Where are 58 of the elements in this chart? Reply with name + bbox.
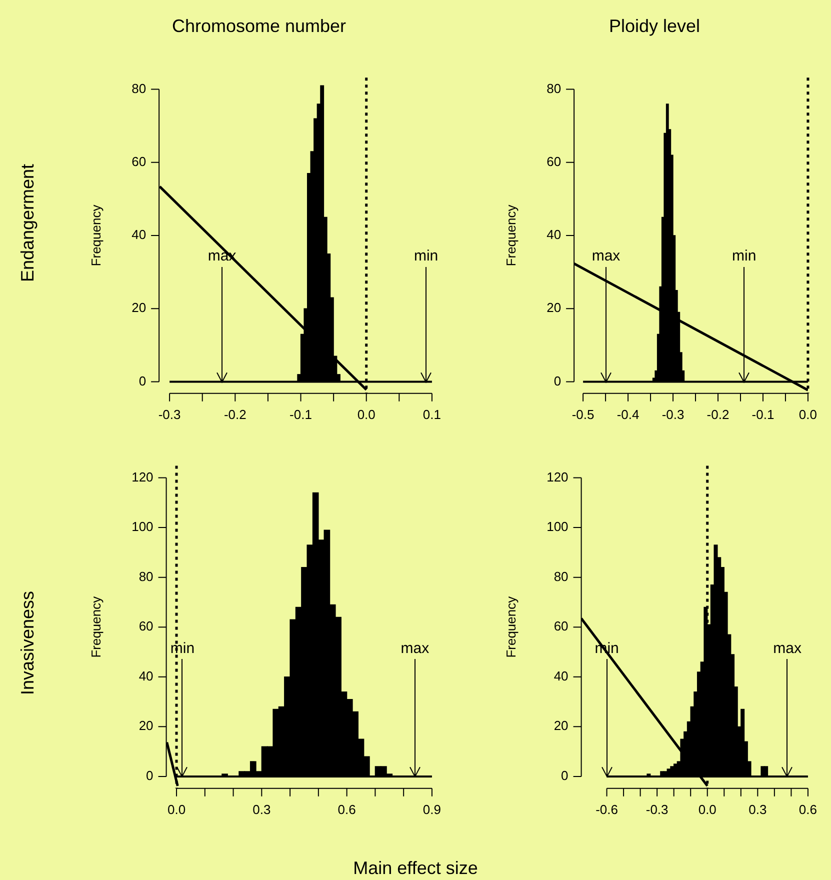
y-tick-label: 60 [138, 618, 154, 634]
y-axis-title: Frequency [88, 204, 104, 266]
ref-line-label: min [414, 248, 438, 265]
y-tick-label: 20 [554, 718, 568, 734]
y-tick-label: 80 [132, 80, 146, 96]
x-tick-label: -0.6 [596, 802, 618, 817]
y-tick-label: 40 [138, 668, 154, 684]
y-tick-label: 80 [138, 568, 154, 584]
x-tick-label: 0.0 [357, 406, 376, 422]
y-tick-label: 20 [138, 718, 154, 734]
y-tick-label: 20 [546, 300, 562, 316]
x-tick-label: -0.5 [572, 406, 594, 422]
y-tick-label: 40 [554, 668, 568, 684]
x-tick-label: 0.1 [422, 406, 442, 422]
ref-line-label: min [732, 248, 756, 265]
text: Endangerment [18, 163, 38, 282]
ref-line-label: max [773, 640, 802, 657]
y-tick-label: 0 [561, 768, 568, 784]
y-tick-label: 0 [554, 373, 562, 388]
x-tick-label: 0.0 [798, 406, 818, 422]
x-tick-label: 0.0 [167, 802, 186, 817]
chart-title: Ploidy level [608, 16, 700, 36]
y-tick-label: 60 [546, 154, 562, 169]
y-axis-title: Frequency [503, 204, 518, 266]
x-tick-label: 0.6 [338, 802, 356, 817]
y-axis-title: Frequency [88, 596, 104, 658]
y-tick-label: 80 [554, 568, 568, 584]
x-tick-label: 0.0 [698, 802, 716, 817]
x-tick-label: -0.2 [224, 406, 246, 422]
y-tick-label: 20 [132, 300, 146, 316]
y-tick-label: 60 [132, 154, 146, 169]
x-tick-label: -0.3 [158, 406, 181, 422]
x-tick-label: -0.1 [752, 406, 774, 422]
x-tick-label: 0.3 [748, 802, 767, 817]
x-tick-label: -0.3 [646, 802, 668, 817]
y-tick-label: 80 [546, 80, 562, 96]
ref-line-label: max [400, 640, 430, 657]
y-tick-label: 60 [554, 618, 568, 634]
y-tick-label: 100 [546, 519, 568, 534]
x-tick-label: 0.3 [252, 802, 271, 817]
x-tick-label: -0.4 [616, 406, 640, 422]
x-tick-label: -0.2 [706, 406, 730, 422]
y-tick-label: 40 [132, 227, 146, 242]
y-axis-title: Frequency [503, 596, 518, 658]
y-tick-label: 0 [138, 373, 146, 388]
x-tick-label: 0.6 [798, 802, 818, 817]
text: Invasiveness [18, 590, 38, 695]
y-tick-label: 0 [146, 768, 154, 784]
ref-line-label: max [592, 248, 621, 265]
y-tick-label: 120 [546, 469, 568, 484]
x-tick-label: 0.9 [422, 802, 442, 817]
x-tick-label: -0.1 [290, 406, 312, 422]
y-tick-label: 100 [132, 519, 154, 534]
y-tick-label: 120 [132, 469, 154, 484]
chart-title: Chromosome number [172, 16, 346, 36]
y-tick-label: 40 [546, 227, 562, 242]
x-axis-title: Main effect size [352, 858, 479, 879]
x-tick-label: -0.3 [662, 406, 684, 422]
